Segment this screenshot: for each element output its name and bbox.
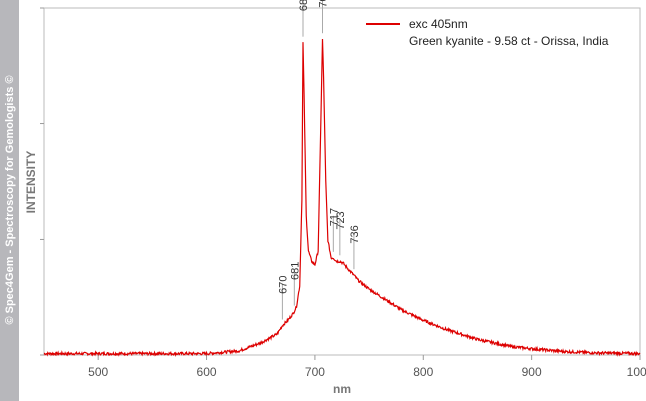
- legend-entry: exc 405nm: [409, 17, 468, 31]
- series-line: [43, 39, 641, 357]
- x-tick-label: 1000: [627, 365, 646, 379]
- x-axis-label: nm: [333, 382, 351, 396]
- peak-label: 717: [328, 208, 340, 226]
- axes: 500 600 700 800 900 1000: [40, 7, 646, 379]
- plot-frame: [43, 7, 641, 356]
- x-tick-label: 800: [413, 365, 433, 379]
- x-tick-label: 600: [197, 365, 217, 379]
- legend: exc 405nm Green kyanite - 9.58 ct - Oriss…: [366, 17, 609, 48]
- peak-label: 707: [317, 0, 329, 8]
- peak-label: 681: [289, 262, 301, 280]
- side-band: © Spec4Gem - Spectroscopy for Gemologist…: [0, 0, 19, 401]
- series-layer: [43, 39, 641, 357]
- peak-label: 689: [298, 0, 310, 11]
- peak-label: 670: [277, 276, 289, 294]
- legend-entry: Green kyanite - 9.58 ct - Orissa, India: [409, 34, 609, 48]
- x-tick-label: 700: [305, 365, 325, 379]
- x-tick-label: 500: [88, 365, 108, 379]
- peak-label: 723: [335, 211, 347, 229]
- peak-label: 736: [349, 225, 361, 243]
- y-axis-label: INTENSITY: [24, 151, 38, 214]
- x-tick-label: 900: [522, 365, 542, 379]
